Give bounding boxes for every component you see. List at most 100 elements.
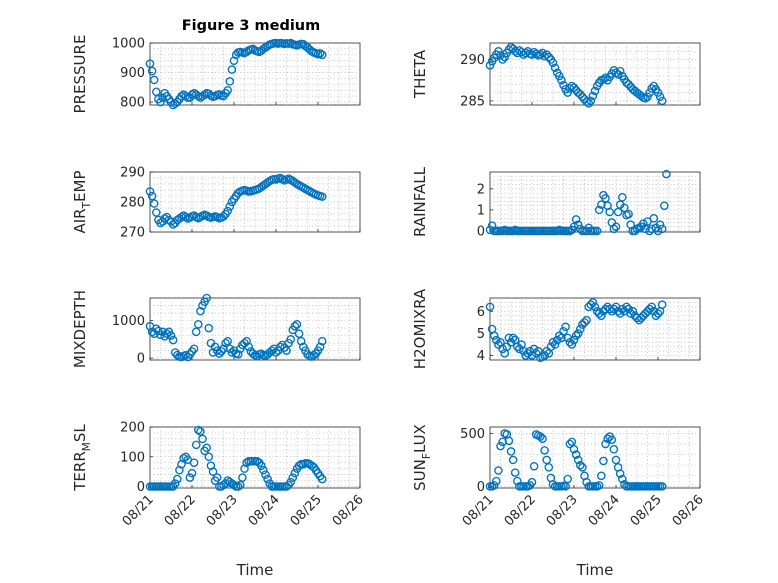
data-point [290, 321, 300, 331]
data-point [189, 458, 199, 467]
data-point [317, 336, 327, 346]
data-point [198, 434, 207, 444]
data-point [156, 218, 165, 228]
data-point [204, 323, 214, 333]
data-point [275, 342, 285, 352]
y-tick-label: 0 [477, 480, 485, 495]
data-point [208, 467, 218, 476]
data-series [485, 298, 667, 363]
data-point [200, 90, 209, 99]
y-tick-label: 5 [477, 327, 485, 342]
data-point [187, 468, 197, 478]
data-point [489, 331, 499, 340]
data-point [590, 86, 600, 96]
y-tick-label: 0 [477, 224, 485, 239]
y-tick-label: 6 [477, 305, 485, 320]
data-point [173, 474, 182, 484]
data-point [544, 52, 554, 62]
data-point [498, 344, 507, 354]
data-point [597, 200, 606, 209]
data-point [162, 329, 172, 338]
data-point [236, 480, 245, 490]
x-tick-label: 08/21 [460, 492, 497, 529]
data-point [649, 214, 659, 223]
data-point [152, 208, 161, 217]
data-point [609, 304, 619, 314]
data-point [202, 293, 211, 303]
data-point [286, 335, 295, 344]
data-point [622, 302, 631, 312]
data-point [296, 336, 306, 346]
data-point [487, 221, 497, 230]
data-point [657, 96, 667, 106]
x-tick-label: 08/23 [544, 492, 581, 529]
data-point [168, 335, 178, 345]
data-series [485, 42, 667, 108]
data-point [594, 309, 604, 318]
data-point [263, 474, 272, 484]
data-point [639, 219, 648, 228]
data-point [208, 348, 218, 357]
data-point [576, 460, 585, 470]
data-point [643, 92, 652, 102]
data-point [590, 302, 600, 312]
data-point [536, 50, 545, 59]
data-point [597, 471, 606, 481]
subplot-8: 0 500 08/21 08/22 08/23 08/24 08/25 08/26 Time SU… [411, 424, 707, 579]
y-tick-label: 0 [137, 480, 145, 495]
data-point [592, 226, 602, 236]
data-point [624, 304, 633, 314]
y-tick-label: 270 [120, 226, 145, 241]
data-point [615, 66, 625, 76]
data-point [563, 474, 572, 484]
data-point [578, 320, 587, 329]
data-series [485, 169, 671, 236]
data-point [294, 329, 304, 338]
data-point [286, 477, 295, 487]
y-tick-label: 900 [120, 66, 145, 81]
figure-title: Figure 3 medium [182, 18, 320, 34]
data-point [527, 50, 537, 59]
data-point [611, 455, 621, 465]
data-point [506, 447, 516, 456]
data-point [244, 342, 253, 352]
data-point [189, 344, 199, 354]
subplot-6: 4 5 6 H2OMIXRA [411, 288, 701, 369]
data-point [573, 329, 583, 338]
data-point [204, 452, 214, 462]
data-point [513, 342, 522, 351]
x-tick-label: 08/24 [246, 492, 283, 529]
data-point [542, 50, 551, 59]
data-point [592, 307, 602, 316]
data-point [542, 346, 551, 356]
data-point [485, 302, 495, 312]
data-point [569, 83, 579, 92]
x-tick-label: 08/25 [628, 492, 665, 529]
data-point [212, 473, 222, 482]
data-point [555, 71, 564, 81]
y-tick-label: 290 [460, 53, 485, 68]
data-point [229, 480, 239, 490]
data-point [552, 335, 562, 345]
data-point [170, 99, 180, 108]
data-point [586, 96, 596, 106]
data-point [542, 455, 551, 465]
data-point [149, 329, 159, 338]
data-point [257, 461, 266, 470]
data-point [573, 455, 583, 465]
data-point [544, 463, 554, 472]
y-tick-label: 1000 [112, 37, 145, 52]
data-point [565, 338, 575, 347]
data-point [546, 342, 556, 351]
data-point [628, 307, 638, 316]
data-point [290, 178, 300, 187]
data-point [594, 205, 604, 215]
data-point [494, 46, 503, 56]
subplot-1: 800 900 1000 PRESSURE [71, 35, 361, 113]
y-axis-label: MIXDEPTH [71, 290, 89, 368]
data-point [219, 344, 228, 354]
data-point [183, 352, 193, 362]
y-tick-label: 290 [120, 166, 145, 181]
data-point [307, 461, 316, 470]
y-tick-label: 4 [477, 349, 485, 364]
